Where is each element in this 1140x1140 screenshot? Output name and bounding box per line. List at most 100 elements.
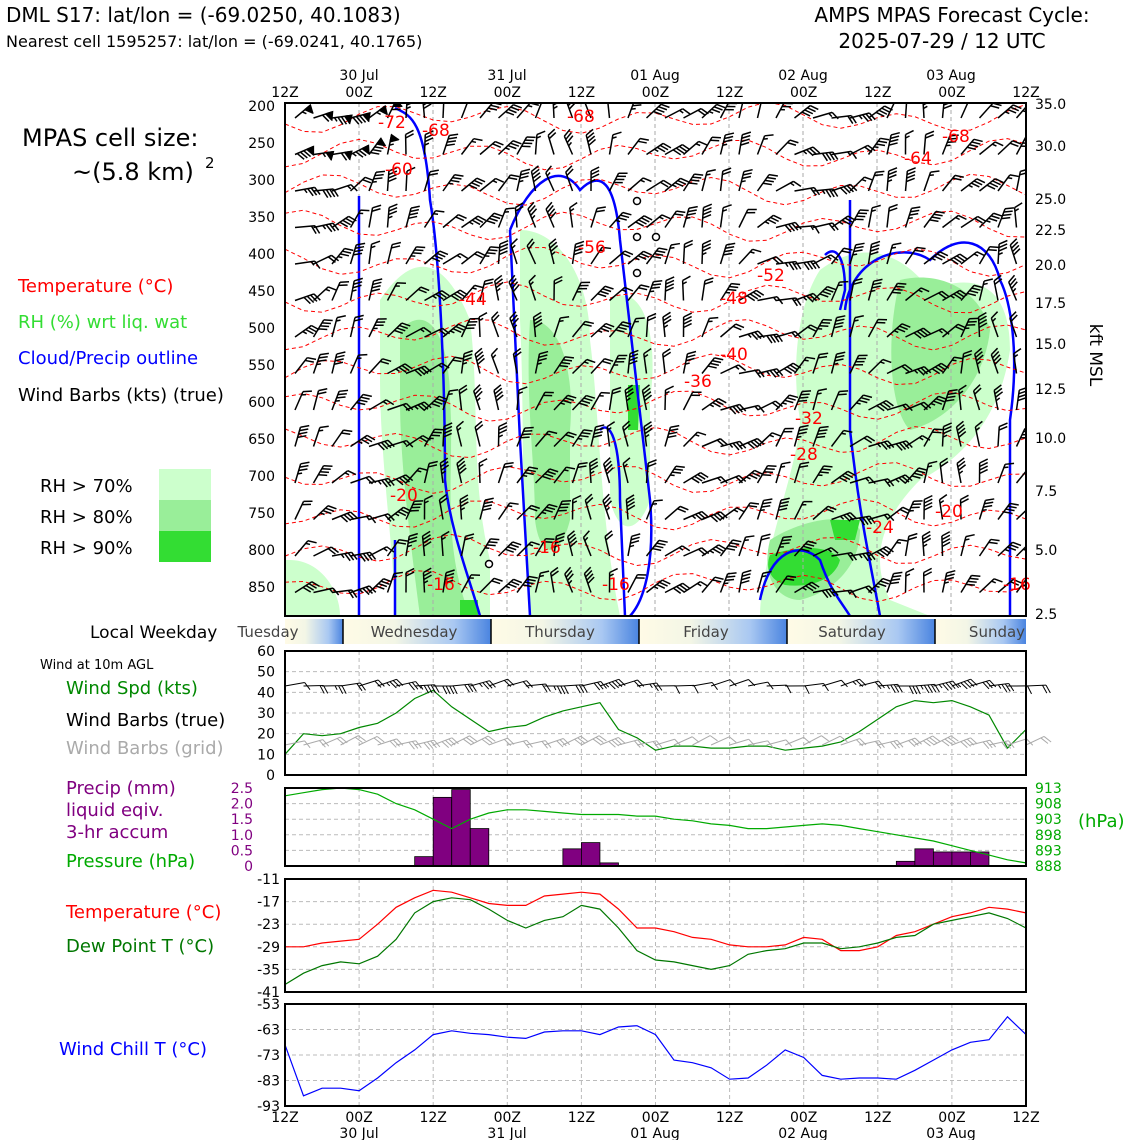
wind-barb bbox=[960, 103, 973, 119]
wind-barb bbox=[1015, 467, 1026, 484]
wind-barb bbox=[922, 103, 932, 119]
wind-barb bbox=[312, 352, 329, 374]
wind-barb bbox=[479, 497, 494, 520]
wind-barb bbox=[1007, 738, 1034, 746]
time-tick-label: 12Z bbox=[864, 1110, 891, 1126]
wind-barb bbox=[922, 567, 933, 593]
temp-label: -56 bbox=[578, 238, 606, 258]
wind-barb bbox=[849, 277, 863, 301]
temperature-contour-labels: -72 -68 -68 -64 -68 -60 -56 -52 -48 -44 … bbox=[378, 107, 1031, 595]
kft-axis: 35.0 30.0 25.0 22.5 20.0 17.5 15.0 12.5 10.0 7.5 5… bbox=[1035, 97, 1066, 623]
wind-barb bbox=[904, 532, 918, 557]
temperature-tick: -35 bbox=[257, 962, 280, 978]
wind-barb bbox=[514, 202, 524, 228]
bottom-date-labels: 30 Jul 31 Jul 01 Aug 02 Aug 03 Aug bbox=[339, 1126, 975, 1140]
wind-barb bbox=[490, 311, 500, 338]
wind-barb bbox=[905, 365, 932, 376]
wind-barb bbox=[979, 178, 1004, 192]
wind-barb bbox=[497, 239, 509, 265]
wind-barb bbox=[793, 500, 813, 520]
wind-barb bbox=[606, 103, 611, 119]
wind-barb bbox=[479, 212, 503, 229]
wind-barb bbox=[756, 533, 771, 557]
wind-barb bbox=[655, 685, 681, 694]
wind-barb bbox=[590, 424, 605, 447]
wind-barb bbox=[849, 144, 876, 156]
wind-barb bbox=[997, 578, 1022, 594]
wind-barb bbox=[849, 394, 873, 411]
wind-barb bbox=[442, 569, 455, 593]
wind-barb bbox=[1015, 541, 1026, 557]
time-tick-label: 12Z bbox=[1012, 85, 1039, 101]
wind-barb bbox=[405, 532, 418, 557]
wind-barb bbox=[1025, 735, 1052, 746]
windchill-tick: -73 bbox=[257, 1048, 280, 1064]
rh80-label: RH > 80% bbox=[40, 507, 133, 528]
wind-barb bbox=[867, 137, 890, 155]
wind-barb bbox=[627, 574, 647, 593]
wind-barb bbox=[460, 533, 475, 557]
wind-barb bbox=[599, 678, 626, 690]
wind-barb bbox=[414, 684, 440, 694]
wind-10m-label: Wind at 10m AGL bbox=[40, 658, 154, 673]
wind-barb bbox=[349, 277, 363, 301]
wind-barb bbox=[775, 221, 802, 233]
precip-bar bbox=[414, 856, 434, 867]
wind-barb bbox=[421, 103, 432, 119]
wind-barb bbox=[710, 679, 737, 687]
wind-barb bbox=[386, 166, 398, 192]
wind-barb bbox=[997, 422, 1008, 447]
wind-barb bbox=[812, 425, 829, 447]
temp-label: -52 bbox=[757, 266, 785, 286]
temperature-contour bbox=[285, 426, 1026, 459]
wind-barb bbox=[512, 347, 522, 374]
wind-barb bbox=[585, 128, 597, 155]
wind-barb bbox=[368, 204, 382, 228]
wind-barb bbox=[405, 500, 424, 520]
wind-barb bbox=[553, 356, 575, 374]
precip-bar bbox=[581, 842, 601, 867]
wind-barb bbox=[608, 321, 632, 338]
pressure-level-tick: 700 bbox=[248, 469, 275, 485]
wind-barb bbox=[923, 494, 933, 520]
wind-barb bbox=[719, 282, 741, 301]
wind-barb bbox=[692, 735, 718, 746]
wind-barb bbox=[474, 420, 484, 447]
wind-barb bbox=[294, 461, 310, 484]
wind-barb bbox=[756, 498, 773, 520]
wind-barb bbox=[627, 349, 639, 374]
pressure-level-tick: 350 bbox=[248, 210, 275, 226]
wind-barb bbox=[757, 214, 782, 229]
wind-barb bbox=[532, 311, 543, 338]
wind-barb bbox=[959, 494, 969, 520]
kft-msl-label: kft MSL bbox=[1085, 324, 1105, 387]
wind-barb bbox=[775, 535, 793, 557]
wind-barb bbox=[423, 395, 448, 411]
wind-barb bbox=[988, 683, 1015, 693]
wind-barb bbox=[627, 533, 641, 557]
wind-barb bbox=[933, 680, 959, 691]
windchill-tick: -83 bbox=[257, 1074, 280, 1090]
wind-barb bbox=[701, 438, 728, 448]
date-label: 30 Jul bbox=[339, 68, 378, 84]
wind-barb bbox=[423, 494, 433, 520]
wind-barb bbox=[599, 736, 626, 748]
wind-barb bbox=[757, 368, 784, 378]
wind-barb bbox=[886, 403, 913, 412]
time-tick-label: 00Z bbox=[642, 85, 669, 101]
wind-barb bbox=[460, 317, 479, 338]
pressure-tick: 903 bbox=[1035, 812, 1062, 828]
precip-bar bbox=[951, 851, 971, 867]
wind-barb bbox=[478, 312, 488, 338]
wind-barb bbox=[497, 421, 508, 447]
pressure-tick: 913 bbox=[1035, 781, 1062, 797]
wind-barb bbox=[1013, 202, 1023, 228]
wind-barb bbox=[340, 682, 366, 692]
wind-barb bbox=[914, 735, 941, 747]
wind-barb bbox=[886, 203, 898, 228]
wind-barb bbox=[682, 431, 707, 448]
wind-barb bbox=[294, 424, 310, 447]
wind-barb bbox=[608, 354, 628, 374]
wind-barb bbox=[951, 737, 978, 748]
